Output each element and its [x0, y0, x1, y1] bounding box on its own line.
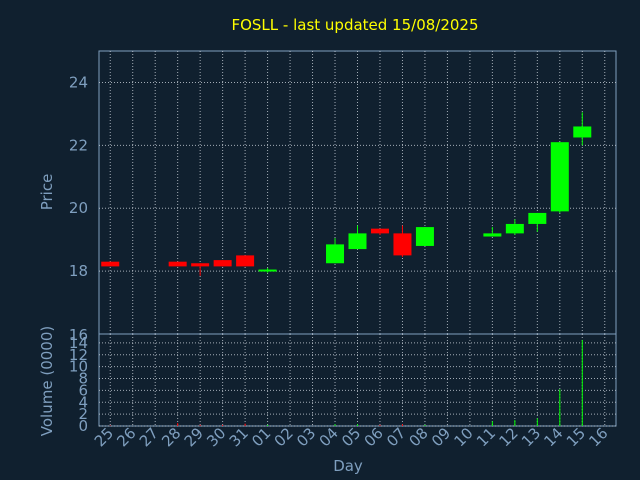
candle-body — [415, 227, 434, 246]
x-tick-labels: 2526272829303101020304050607080910111213… — [91, 424, 612, 450]
volume-y-tick-label: 14 — [69, 334, 88, 352]
candle-body — [236, 255, 255, 267]
volume-axis-label: Volume (0000) — [38, 326, 56, 436]
chart-title: FOSLL - last updated 15/08/2025 — [231, 16, 478, 34]
x-axis-label: Day — [333, 457, 363, 475]
candle-body — [528, 212, 547, 224]
candle-body — [258, 269, 277, 272]
candle-body — [191, 263, 210, 267]
candle-body — [101, 261, 120, 267]
volume-y-tick-label: 6 — [78, 381, 88, 399]
price-panel: 18 20 22 24 Price — [38, 50, 617, 335]
candle-body — [348, 233, 367, 250]
candle-body — [393, 233, 412, 256]
volume-y-tick-label: 2 — [78, 405, 88, 423]
candle-body — [505, 223, 524, 234]
volume-top-tick-label: 16 — [69, 326, 88, 344]
candle-body — [550, 142, 569, 212]
price-y-tick-label: 18 — [69, 262, 88, 280]
x-tick-label: 16 — [585, 424, 611, 450]
candle-body — [168, 261, 187, 267]
price-y-tick-label: 20 — [69, 199, 88, 217]
candle-body — [326, 244, 345, 264]
price-axis-label: Price — [38, 174, 56, 211]
price-y-tick-labels: 18 20 22 24 — [69, 73, 88, 280]
volume-bars — [109, 339, 583, 426]
volume-y-tick-label: 0 — [78, 417, 88, 435]
candle-body — [573, 126, 592, 138]
price-y-tick-label: 24 — [69, 73, 88, 91]
candle-body — [370, 228, 389, 234]
price-grid — [99, 51, 616, 334]
volume-y-tick-label: 4 — [78, 393, 88, 411]
price-y-tick-label: 22 — [69, 136, 88, 154]
volume-grid — [99, 334, 616, 427]
volume-y-tick-label: 8 — [78, 370, 88, 388]
volume-y-tick-label: 12 — [69, 346, 88, 364]
volume-y-tick-label: 10 — [69, 358, 88, 376]
candles — [101, 112, 592, 276]
candle-body — [213, 260, 232, 267]
candle-body — [483, 233, 502, 237]
